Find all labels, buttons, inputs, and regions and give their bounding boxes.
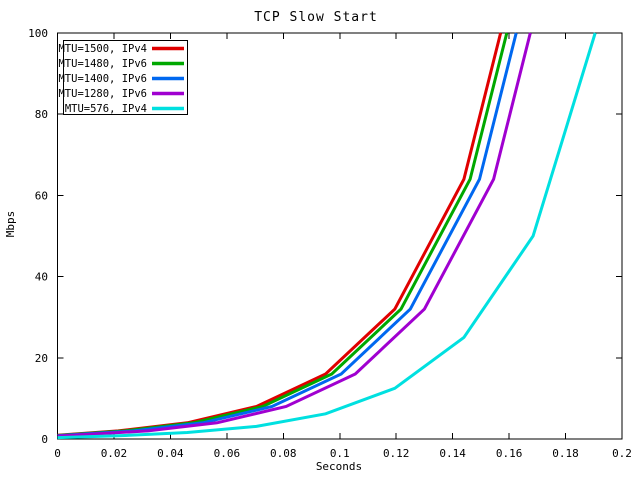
axis-tick-labels: 0 0.02 0.04 0.06 0.08 0.1 0.12 0.14 0.16 0.18 0.2 0… [28,27,632,460]
y-tick-label: 20 [35,352,48,365]
y-axis-label: Mbps [4,211,17,238]
chart-title: TCP Slow Start [254,10,378,25]
x-tick-label: 0.14 [439,447,466,460]
y-tick-label: 0 [41,433,48,446]
x-axis-label: Seconds [316,460,362,473]
legend: MTU=1500, IPv4 MTU=1480, IPv6 MTU=1400, IP… [58,40,188,115]
legend-label: MTU=1280, IPv6 [58,88,147,100]
data-series [57,32,597,440]
series-line [57,32,532,438]
x-tick-label: 0.18 [552,447,579,460]
y-tick-label: 40 [35,271,48,284]
x-tick-label: 0.06 [214,447,241,460]
legend-label: MTU=576, IPv4 [65,103,147,115]
legend-label: MTU=1400, IPv6 [58,73,147,85]
x-tick-label: 0.02 [101,447,128,460]
y-tick-label: 100 [28,27,48,40]
x-tick-label: 0.16 [496,447,523,460]
x-tick-label: 0.08 [270,447,297,460]
x-tick-label: 0.1 [330,447,350,460]
y-tick-label: 60 [35,189,48,202]
y-tick-label: 80 [35,108,48,121]
series-line [57,32,597,440]
x-tick-label: 0 [54,447,61,460]
x-tick-label: 0.2 [612,447,632,460]
x-tick-label: 0.04 [157,447,184,460]
x-tick-label: 0.12 [383,447,410,460]
legend-label: MTU=1500, IPv4 [58,43,147,55]
legend-label: MTU=1480, IPv6 [58,58,147,70]
